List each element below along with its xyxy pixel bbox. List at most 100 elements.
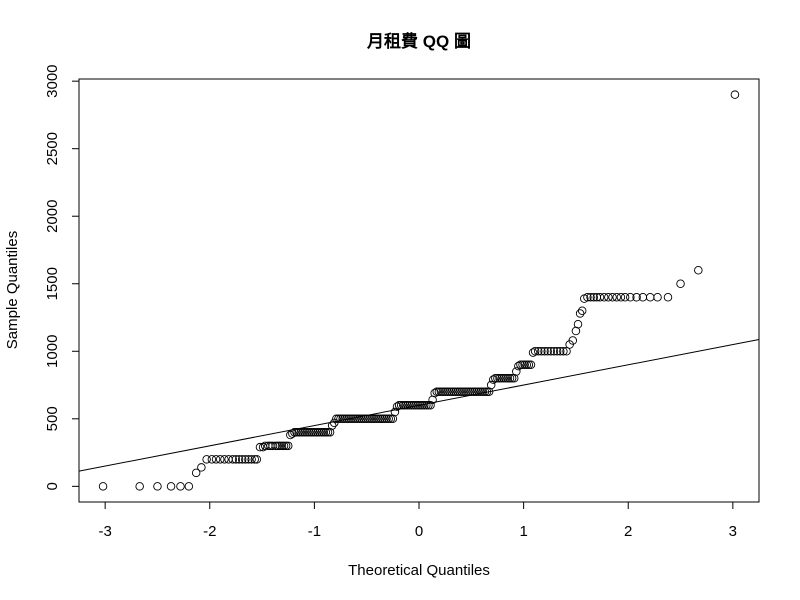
sample-point (562, 347, 571, 356)
sample-point (376, 414, 385, 424)
sample-point (401, 401, 410, 410)
sample-point (524, 360, 534, 370)
sample-point (455, 387, 465, 397)
y-axis-label: Sample Quantiles (4, 231, 21, 349)
x-tick-label: -2 (203, 523, 216, 540)
y-axis: 0 500 1000 1500 2000 2500 3000 (44, 64, 80, 491)
plot-frame (78, 78, 760, 503)
sample-point (332, 414, 341, 424)
sample-point (228, 455, 238, 464)
sample-point (396, 401, 406, 410)
sample-point (573, 320, 583, 329)
sample-point (363, 414, 372, 424)
sample-point (394, 401, 404, 410)
sample-point (457, 387, 467, 397)
sample-point (369, 414, 379, 424)
sample-point (300, 428, 310, 437)
sample-point (298, 428, 308, 437)
sample-point (415, 401, 425, 410)
x-tick-label: 3 (729, 523, 737, 540)
sample-point (271, 441, 280, 451)
sample-point (184, 482, 194, 491)
sample-point (407, 401, 416, 410)
sample-point (436, 387, 446, 397)
sample-point (315, 428, 324, 437)
sample-point (432, 387, 442, 397)
sample-point (361, 414, 370, 424)
sample-point (250, 455, 260, 464)
sample-point (405, 401, 414, 410)
sample-point (543, 347, 552, 356)
sample-point (220, 455, 229, 464)
sample-point (620, 293, 630, 302)
sample-point (505, 374, 515, 383)
sample-point (501, 374, 511, 383)
sample-point (231, 455, 241, 464)
sample-point (466, 387, 475, 397)
sample-point (98, 482, 108, 491)
sample-point (451, 387, 460, 397)
sample-point (549, 347, 559, 356)
sample-point (514, 361, 523, 371)
chart-title: 月租費 QQ 圖 (366, 31, 471, 51)
x-tick-label: 2 (624, 523, 632, 540)
sample-point (422, 401, 431, 410)
sample-point (353, 414, 362, 424)
sample-point (346, 414, 356, 424)
sample-point (411, 401, 421, 410)
sample-point (663, 293, 673, 302)
sample-point (302, 428, 312, 437)
sample-point (463, 387, 473, 397)
sample-point (311, 428, 320, 437)
sample-point (373, 414, 383, 424)
sample-point (334, 414, 343, 424)
sample-point (616, 293, 626, 302)
sample-point (499, 374, 508, 383)
x-axis: -3 -2 -1 0 1 2 3 (98, 501, 737, 540)
sample-point (255, 442, 265, 452)
sample-point (306, 428, 316, 437)
sample-point (359, 414, 368, 424)
sample-point (512, 367, 521, 376)
sample-point (281, 441, 291, 451)
sample-point (491, 374, 500, 383)
sample-point (495, 374, 504, 383)
sample-point (321, 428, 331, 437)
sample-point (290, 428, 299, 437)
sample-point (382, 414, 391, 424)
qq-reference-line (78, 338, 760, 472)
sample-point (380, 414, 389, 424)
sample-point (546, 347, 556, 356)
sample-point (247, 455, 256, 464)
sample-point (586, 293, 595, 302)
sample-point (555, 347, 565, 356)
sample-point (191, 468, 201, 478)
sample-point (653, 293, 662, 302)
sample-point (489, 375, 498, 384)
sample-point (516, 360, 525, 370)
sample-point (447, 387, 456, 397)
sample-point (357, 414, 366, 424)
x-axis-label: Theoretical Quantiles (348, 562, 490, 579)
sample-point (595, 293, 605, 302)
sample-point (304, 428, 314, 437)
sample-point (503, 374, 513, 383)
sample-point (632, 293, 641, 302)
y-tick-label: 0 (44, 482, 61, 490)
sample-point (507, 374, 517, 383)
sample-point (283, 441, 293, 451)
x-tick-label: -1 (308, 523, 321, 540)
x-tick-label: 0 (415, 523, 423, 540)
sample-point (626, 293, 635, 302)
y-tick-label: 1500 (44, 267, 61, 300)
sample-point (390, 407, 400, 417)
sample-point (453, 387, 462, 397)
sample-point (589, 293, 598, 302)
sample-point (386, 414, 396, 424)
sample-point (153, 482, 162, 491)
sample-point (275, 441, 285, 451)
y-tick-label: 500 (44, 406, 61, 431)
sample-point (486, 380, 496, 390)
sample-point (211, 455, 221, 464)
